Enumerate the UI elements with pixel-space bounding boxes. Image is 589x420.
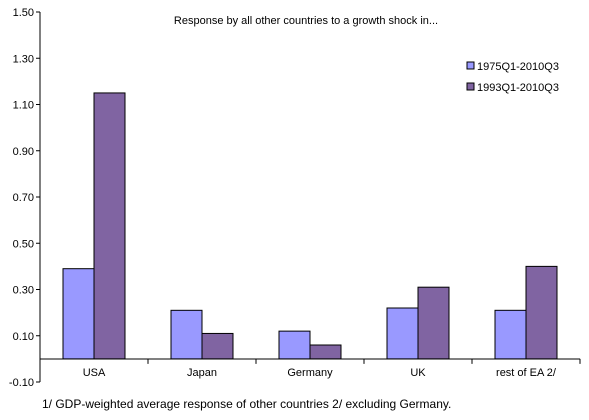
bar-germany-series-1 [278,330,311,360]
y-tick-label: 0.50 [13,238,34,250]
y-tick-label: -0.10 [9,377,34,389]
legend-swatch [466,61,475,70]
x-tick-label: UK [410,367,426,379]
x-tick-label: Germany [287,367,333,379]
bar-uk-series-2 [417,286,450,360]
bar-rest-of-ea-2--series-1 [494,309,527,360]
legend: 1975Q1-2010Q3 1993Q1-2010Q3 [466,61,559,94]
y-tick-label: 1.50 [13,7,34,19]
bar-germany-series-2 [309,344,342,360]
y-tick-label: 1.10 [13,100,34,112]
y-tick-label: 0.70 [13,192,34,204]
x-axis-ticks: USA Japan Germany UK rest of EA 2/ [83,358,581,379]
legend-label: 1993Q1-2010Q3 [477,82,559,94]
legend-label: 1975Q1-2010Q3 [477,61,559,73]
bar-japan-series-2 [201,332,234,360]
bar-rest-of-ea-2--series-2 [525,265,558,360]
x-tick-label: rest of EA 2/ [496,367,557,379]
x-tick-label: Japan [187,367,217,379]
y-axis-ticks: 1.50 1.30 1.10 0.90 0.70 0.50 0.30 0.10 -0.10 [9,7,40,389]
chart-title: Response by all other countries to a gro… [174,15,438,27]
bars-group [62,92,558,360]
bar-usa-series-2 [93,92,126,360]
y-tick-label: 1.30 [13,53,34,65]
bar-usa-series-1 [62,268,95,360]
y-tick-label: 0.10 [13,331,34,343]
x-tick-label: USA [83,367,106,379]
bar-uk-series-1 [386,307,419,360]
y-tick-label: 0.90 [13,146,34,158]
bar-japan-series-1 [170,309,203,360]
y-tick-label: 0.30 [13,285,34,297]
legend-swatch [466,82,475,91]
footnote: 1/ GDP-weighted average response of othe… [42,397,452,411]
